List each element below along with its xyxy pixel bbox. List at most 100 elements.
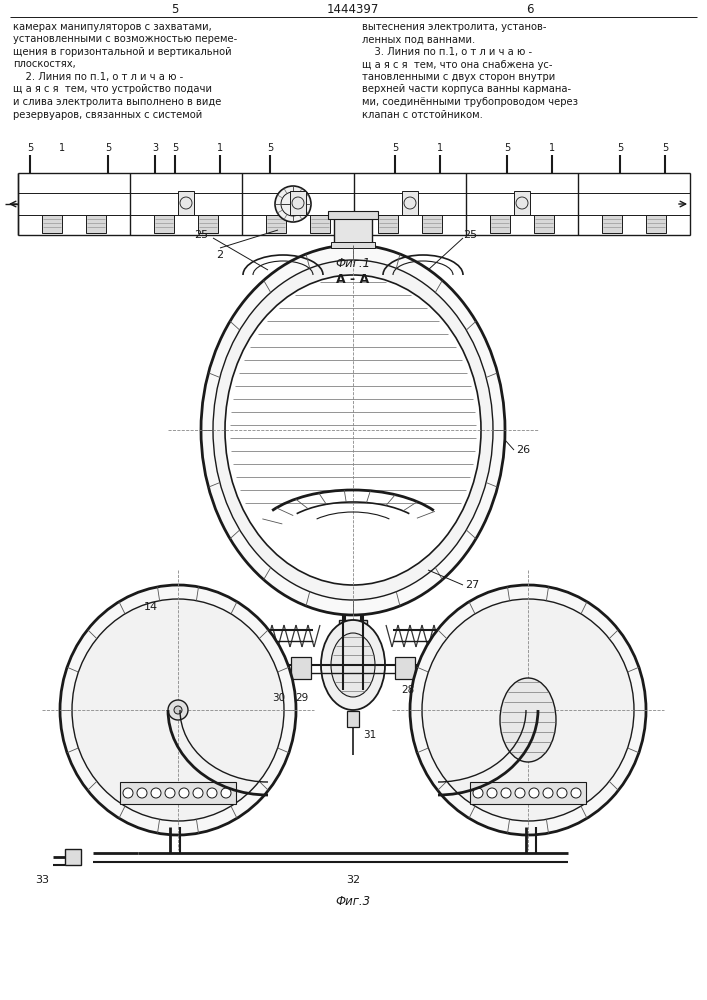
Bar <box>213 625 225 647</box>
Text: 29: 29 <box>295 693 308 703</box>
Bar <box>65 849 81 865</box>
Text: 6: 6 <box>526 3 534 16</box>
Circle shape <box>518 700 538 720</box>
Text: 2. Линия по п.1, о т л и ч а ю -: 2. Линия по п.1, о т л и ч а ю - <box>13 72 183 82</box>
Text: щ а я с я  тем, что устройство подачи: щ а я с я тем, что устройство подачи <box>13 85 212 95</box>
Text: 33: 33 <box>35 875 49 885</box>
Text: установленными с возможностью переме-: установленными с возможностью переме- <box>13 34 238 44</box>
Ellipse shape <box>422 599 634 821</box>
Ellipse shape <box>225 275 481 585</box>
Text: клапан с отстойником.: клапан с отстойником. <box>362 109 483 119</box>
Text: А - А: А - А <box>337 273 370 286</box>
Text: тановленными с двух сторон внутри: тановленными с двух сторон внутри <box>362 72 555 82</box>
Text: щ а я с я  тем, что она снабжена ус-: щ а я с я тем, что она снабжена ус- <box>362 60 552 70</box>
Circle shape <box>137 788 147 798</box>
Circle shape <box>515 788 525 798</box>
Text: 14: 14 <box>144 602 158 612</box>
Text: 1: 1 <box>549 143 555 153</box>
Ellipse shape <box>60 585 296 835</box>
Text: Фиг.1: Фиг.1 <box>335 257 370 270</box>
Ellipse shape <box>72 599 284 821</box>
Text: 28: 28 <box>401 685 414 695</box>
Circle shape <box>221 788 231 798</box>
Bar <box>310 215 330 233</box>
Bar <box>490 215 510 233</box>
Text: 26: 26 <box>516 445 530 455</box>
Bar <box>646 215 666 233</box>
Text: 5: 5 <box>172 143 178 153</box>
Text: верхней части корпуса ванны карманa-: верхней части корпуса ванны карманa- <box>362 85 571 95</box>
Text: 5: 5 <box>105 143 111 153</box>
Ellipse shape <box>500 678 556 762</box>
Text: 5: 5 <box>662 143 668 153</box>
Text: плоскостях,: плоскостях, <box>13 60 76 70</box>
Bar <box>331 242 375 248</box>
Circle shape <box>174 706 182 714</box>
Circle shape <box>207 788 217 798</box>
Text: 5: 5 <box>392 143 398 153</box>
Bar <box>290 191 306 215</box>
Text: ми, соединёнными трубопроводом через: ми, соединёнными трубопроводом через <box>362 97 578 107</box>
Ellipse shape <box>331 633 375 697</box>
Text: 5: 5 <box>504 143 510 153</box>
Bar <box>154 215 174 233</box>
Text: камерах манипуляторов с захватами,: камерах манипуляторов с захватами, <box>13 22 212 32</box>
Bar <box>602 215 622 233</box>
Circle shape <box>179 788 189 798</box>
Text: вытеснения электролита, установ-: вытеснения электролита, установ- <box>362 22 547 32</box>
Text: 27: 27 <box>465 580 479 590</box>
Bar <box>266 215 286 233</box>
Text: 5: 5 <box>171 3 179 16</box>
Circle shape <box>193 788 203 798</box>
Text: 5: 5 <box>267 143 273 153</box>
Circle shape <box>151 788 161 798</box>
Circle shape <box>168 700 188 720</box>
Text: Фиг.3: Фиг.3 <box>335 895 370 908</box>
Text: 5: 5 <box>617 143 623 153</box>
Bar <box>178 191 194 215</box>
Text: 3. Линия по п.1, о т л и ч а ю -: 3. Линия по п.1, о т л и ч а ю - <box>362 47 532 57</box>
Bar <box>120 782 236 804</box>
Ellipse shape <box>201 245 505 615</box>
Ellipse shape <box>321 620 385 710</box>
Text: щения в горизонтальной и вертикальной: щения в горизонтальной и вертикальной <box>13 47 232 57</box>
Text: резервуаров, связанных с системой: резервуаров, связанных с системой <box>13 109 202 119</box>
Text: ленных под ваннами.: ленных под ваннами. <box>362 34 475 44</box>
Bar <box>534 215 554 233</box>
Bar <box>86 215 106 233</box>
Circle shape <box>557 788 567 798</box>
Text: 1: 1 <box>59 143 65 153</box>
Ellipse shape <box>213 260 493 600</box>
Bar <box>402 191 418 215</box>
Bar <box>395 657 415 679</box>
Circle shape <box>473 788 483 798</box>
Bar <box>328 211 378 219</box>
Circle shape <box>165 788 175 798</box>
Bar <box>42 215 62 233</box>
Bar <box>422 215 442 233</box>
Text: 30: 30 <box>272 693 285 703</box>
Text: 25: 25 <box>194 230 208 240</box>
Text: 1: 1 <box>217 143 223 153</box>
Text: 3: 3 <box>152 143 158 153</box>
Circle shape <box>571 788 581 798</box>
Text: 25: 25 <box>463 230 477 240</box>
Bar <box>470 782 586 804</box>
Circle shape <box>123 788 133 798</box>
Circle shape <box>529 788 539 798</box>
Circle shape <box>487 788 497 798</box>
Circle shape <box>543 788 553 798</box>
Circle shape <box>275 186 311 222</box>
Text: и слива электролита выполнено в виде: и слива электролита выполнено в виде <box>13 97 221 107</box>
Bar <box>339 620 367 638</box>
Circle shape <box>501 788 511 798</box>
Text: 2: 2 <box>216 250 223 260</box>
Bar <box>334 217 372 245</box>
Circle shape <box>524 706 532 714</box>
Bar <box>514 191 530 215</box>
Bar <box>481 625 493 647</box>
Text: 32: 32 <box>346 875 360 885</box>
Text: 1444397: 1444397 <box>327 3 379 16</box>
Ellipse shape <box>410 585 646 835</box>
Text: 31: 31 <box>363 730 376 740</box>
